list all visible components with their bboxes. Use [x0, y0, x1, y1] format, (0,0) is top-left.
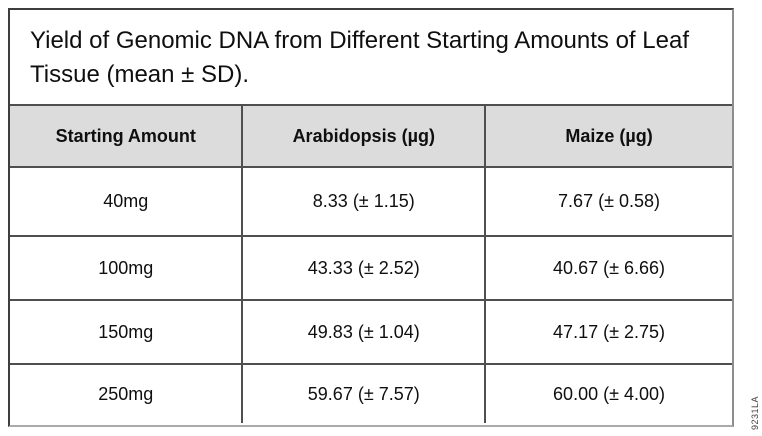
cell-starting-amount: 150mg: [10, 299, 244, 365]
table-header-row: Starting Amount Arabidopsis (µg) Maize (…: [10, 104, 732, 168]
figure-title: Yield of Genomic DNA from Different Star…: [30, 27, 689, 88]
column-header-starting-amount: Starting Amount: [10, 104, 244, 168]
cell-starting-amount: 100mg: [10, 235, 244, 301]
yield-table: Starting Amount Arabidopsis (µg) Maize (…: [10, 104, 732, 423]
cell-maize-yield: 7.67 (± 0.58): [484, 166, 732, 237]
cell-maize-yield: 60.00 (± 4.00): [484, 363, 732, 423]
cell-arabidopsis-yield: 59.67 (± 7.57): [241, 363, 487, 423]
figure-id-label: 9231LA: [750, 395, 760, 430]
cell-starting-amount: 40mg: [10, 166, 244, 237]
table-row: 40mg 8.33 (± 1.15) 7.67 (± 0.58): [10, 166, 732, 237]
table-row: 150mg 49.83 (± 1.04) 47.17 (± 2.75): [10, 299, 732, 365]
column-header-arabidopsis: Arabidopsis (µg): [241, 104, 487, 168]
cell-arabidopsis-yield: 43.33 (± 2.52): [241, 235, 487, 301]
cell-arabidopsis-yield: 8.33 (± 1.15): [241, 166, 487, 237]
column-header-maize: Maize (µg): [484, 104, 732, 168]
figure-frame: Yield of Genomic DNA from Different Star…: [8, 8, 734, 427]
table-row: 250mg 59.67 (± 7.57) 60.00 (± 4.00): [10, 363, 732, 423]
cell-arabidopsis-yield: 49.83 (± 1.04): [241, 299, 487, 365]
cell-maize-yield: 40.67 (± 6.66): [484, 235, 732, 301]
cell-maize-yield: 47.17 (± 2.75): [484, 299, 732, 365]
cell-starting-amount: 250mg: [10, 363, 244, 423]
table-row: 100mg 43.33 (± 2.52) 40.67 (± 6.66): [10, 235, 732, 301]
